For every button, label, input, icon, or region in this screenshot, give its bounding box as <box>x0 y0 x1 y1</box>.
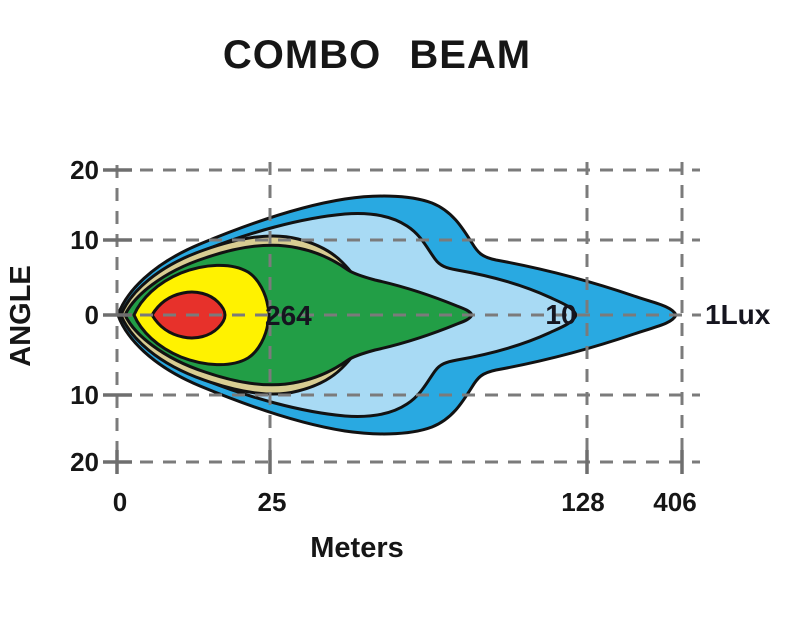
label-264-lux: 264 <box>265 300 312 331</box>
chart-title: COMBO BEAM <box>223 33 531 77</box>
axis-ticks <box>103 168 684 474</box>
y-tick-label-20top: 20 <box>70 155 99 185</box>
x-tick-label-0: 0 <box>113 487 127 517</box>
y-tick-label-0: 0 <box>85 300 99 330</box>
x-axis-title: Meters <box>310 532 404 564</box>
y-tick-label-10bot: 10 <box>70 380 99 410</box>
lux-labels: 264 10 1Lux <box>265 299 771 331</box>
x-tick-label-406: 406 <box>653 487 696 517</box>
label-10-lux: 10 <box>545 299 576 330</box>
y-axis: ANGLE 20 10 0 10 20 <box>5 155 99 477</box>
y-tick-label-10top: 10 <box>70 225 99 255</box>
x-tick-label-128: 128 <box>561 487 604 517</box>
x-tick-label-25: 25 <box>258 487 287 517</box>
y-tick-label-20bot: 20 <box>70 447 99 477</box>
x-axis: 0 25 128 406 Meters <box>113 487 697 564</box>
grid <box>115 162 701 474</box>
label-1-lux: 1Lux <box>705 299 771 330</box>
y-axis-title: ANGLE <box>5 265 37 367</box>
